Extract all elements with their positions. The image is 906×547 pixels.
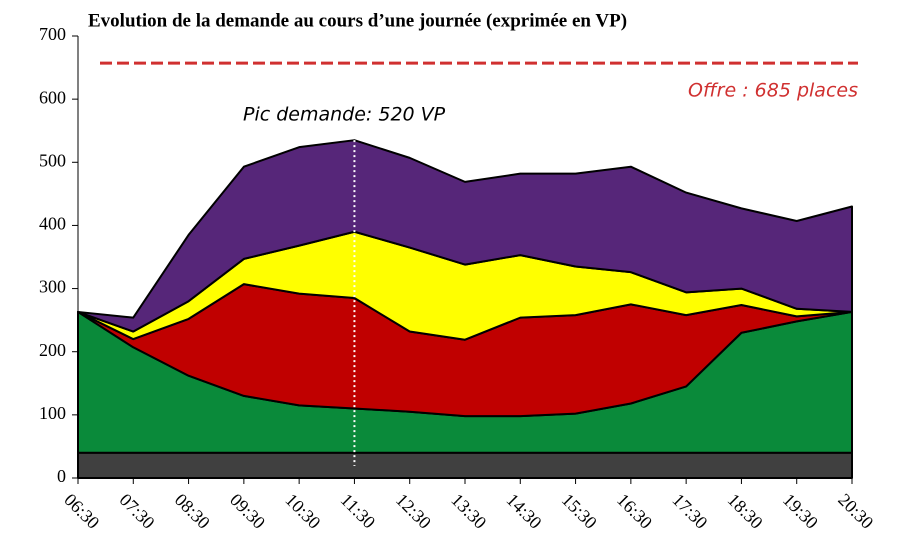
x-tick-label: 16:30 — [613, 490, 656, 533]
reference-label: Offre : 685 places — [688, 80, 858, 102]
y-tick-label: 200 — [39, 340, 66, 360]
x-tick-label: 18:30 — [724, 490, 767, 533]
y-tick-label: 0 — [57, 466, 66, 486]
x-tick-label: 17:30 — [668, 490, 711, 533]
chart-title: Evolution de la demande au cours d’une j… — [88, 10, 627, 31]
y-tick-label: 100 — [39, 403, 66, 423]
x-tick-label: 14:30 — [503, 490, 546, 533]
x-tick-label: 10:30 — [281, 490, 324, 533]
x-tick-label: 13:30 — [447, 490, 490, 533]
y-tick-label: 700 — [39, 24, 66, 44]
x-tick-label: 08:30 — [171, 490, 214, 533]
x-tick-label: 07:30 — [116, 490, 159, 533]
x-tick-label: 15:30 — [558, 490, 601, 533]
peak-label: Pic demande: 520 VP — [243, 104, 446, 126]
y-tick-label: 600 — [39, 87, 66, 107]
x-tick-label: 12:30 — [392, 490, 435, 533]
x-tick-label: 11:30 — [337, 490, 380, 533]
x-tick-label: 06:30 — [60, 490, 103, 533]
y-tick-label: 500 — [39, 150, 66, 170]
x-tick-label: 20:30 — [834, 490, 877, 533]
x-tick-label: 19:30 — [779, 490, 822, 533]
area — [77, 139, 853, 333]
x-tick-label: 09:30 — [226, 490, 269, 533]
area — [77, 451, 853, 479]
y-tick-label: 400 — [39, 214, 66, 234]
y-tick-label: 300 — [39, 277, 66, 297]
